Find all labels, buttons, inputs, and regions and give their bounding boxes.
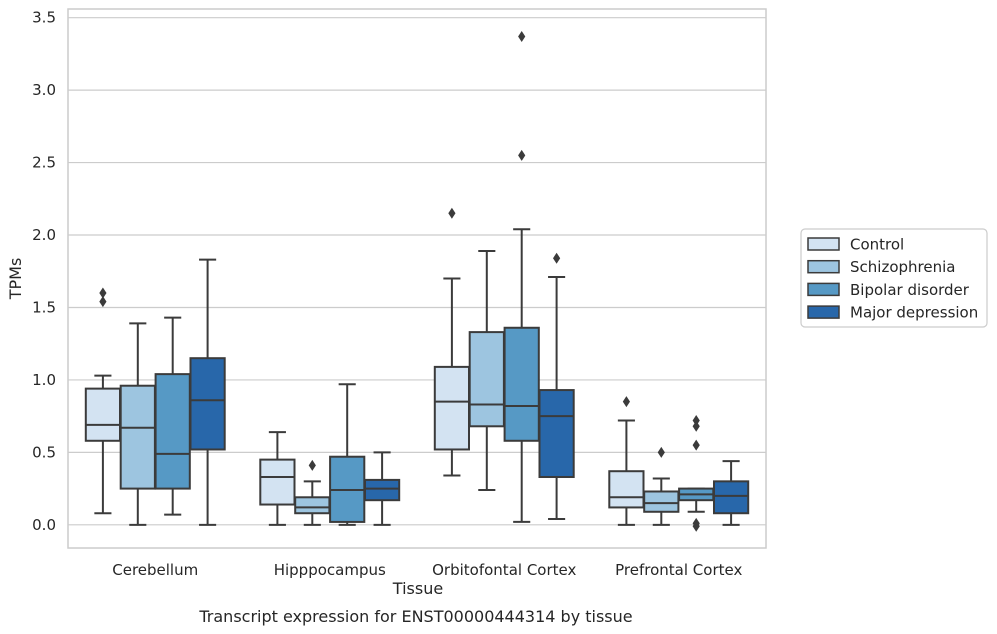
outlier-point bbox=[692, 420, 700, 432]
y-tick-label: 0.0 bbox=[32, 516, 56, 534]
box bbox=[608, 470, 645, 509]
outlier-point bbox=[622, 396, 630, 408]
outlier-point bbox=[448, 207, 456, 219]
box bbox=[154, 373, 191, 490]
outlier-point bbox=[518, 31, 526, 43]
legend: Control Schizophrenia Bipolar disorder Majo… bbox=[800, 228, 988, 328]
series-group-schizophrenia bbox=[119, 249, 680, 526]
x-tick-label: Hipppocampus bbox=[274, 561, 386, 579]
box bbox=[503, 326, 540, 442]
x-tick-label: Prefrontal Cortex bbox=[615, 561, 742, 579]
x-axis-ticks: Cerebellum Hipppocampus Orbitofontal Corte… bbox=[112, 561, 742, 579]
box bbox=[538, 389, 575, 479]
legend-label: Major depression bbox=[850, 304, 978, 322]
box bbox=[294, 496, 331, 515]
box bbox=[468, 331, 505, 428]
legend-frame bbox=[800, 228, 988, 328]
outlier-point bbox=[657, 446, 665, 458]
outlier-point bbox=[99, 296, 107, 308]
box bbox=[433, 365, 471, 451]
y-tick-label: 1.5 bbox=[32, 298, 56, 316]
outlier-point bbox=[553, 252, 561, 264]
y-axis-ticks: 0.0 0.5 1.0 1.5 2.0 2.5 3.0 3.5 bbox=[32, 9, 56, 534]
outlier-point bbox=[692, 520, 700, 532]
legend-swatch bbox=[807, 282, 840, 297]
outlier-point bbox=[99, 287, 107, 299]
box bbox=[712, 480, 750, 515]
legend-label: Schizophrenia bbox=[850, 258, 955, 276]
y-tick-label: 3.0 bbox=[32, 81, 56, 99]
box bbox=[119, 384, 156, 490]
legend-swatch bbox=[807, 305, 840, 319]
plot-frame bbox=[67, 8, 767, 549]
series-group-bipolar-disorder bbox=[154, 31, 715, 532]
outlier-point bbox=[692, 439, 700, 451]
y-tick-label: 2.0 bbox=[32, 226, 56, 244]
legend-swatch bbox=[807, 259, 840, 274]
x-axis-title: Tissue bbox=[392, 579, 443, 598]
box bbox=[643, 490, 680, 513]
y-tick-label: 1.0 bbox=[32, 371, 56, 389]
y-tick-label: 3.5 bbox=[32, 9, 56, 27]
legend-label: Bipolar disorder bbox=[850, 281, 970, 299]
box bbox=[363, 478, 401, 502]
box-series bbox=[84, 31, 750, 532]
legend-label: Control bbox=[850, 236, 904, 254]
box bbox=[259, 458, 296, 506]
outlier-point bbox=[308, 459, 316, 471]
outlier-point bbox=[692, 414, 700, 426]
box bbox=[84, 387, 122, 442]
outlier-point bbox=[518, 149, 526, 161]
figure-caption: Transcript expression for ENST0000044431… bbox=[198, 607, 632, 626]
box bbox=[189, 357, 226, 451]
legend-swatch bbox=[807, 237, 840, 251]
series-group-control bbox=[84, 207, 645, 526]
x-tick-label: Orbitofontal Cortex bbox=[432, 561, 576, 579]
series-group-major-depression bbox=[189, 252, 750, 526]
y-axis-title: TPMs bbox=[6, 258, 25, 301]
y-tick-label: 2.5 bbox=[32, 154, 56, 172]
x-tick-label: Cerebellum bbox=[112, 561, 198, 579]
y-tick-label: 0.5 bbox=[32, 443, 56, 461]
